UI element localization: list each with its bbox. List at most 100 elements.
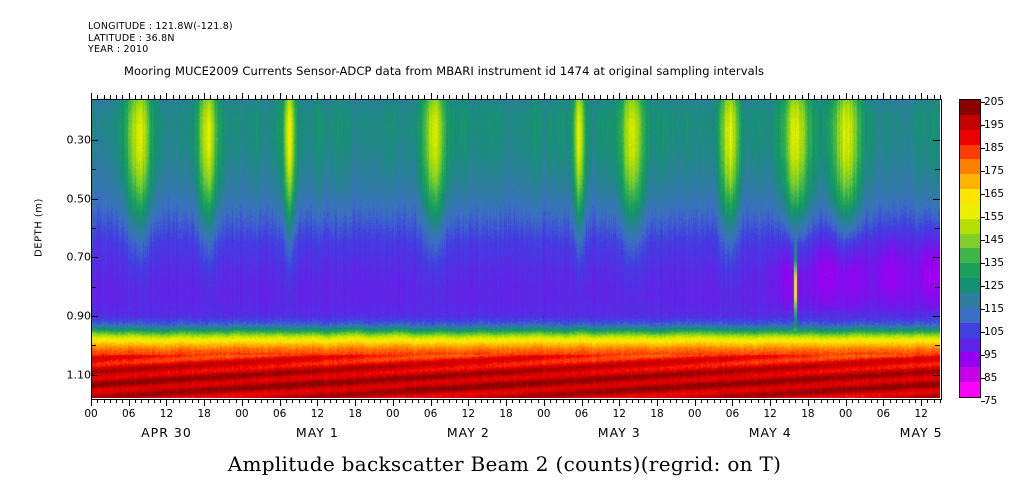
x-tick-mark-top: [707, 95, 709, 99]
y-tick-label: 0.70: [66, 250, 92, 264]
x-tick-mark-top: [424, 95, 426, 99]
x-tick-mark-top: [839, 95, 841, 99]
x-tick-mark-top: [568, 95, 570, 99]
x-tick-mark: [204, 399, 206, 406]
x-tick-mark-top: [644, 95, 646, 99]
y-tick-mark: [91, 315, 98, 317]
x-minor-tick: [179, 399, 181, 403]
x-tick-mark-top: [701, 95, 703, 99]
x-tick-mark-top: [279, 93, 281, 99]
x-tick-mark-top: [587, 95, 589, 99]
colorbar-tick-label: 195: [984, 119, 1005, 131]
x-tick-mark: [770, 399, 772, 406]
x-tick-mark-top: [405, 95, 407, 99]
x-tick-mark-top: [204, 93, 206, 99]
colorbar-swatch: [960, 278, 980, 293]
x-minor-tick: [531, 399, 533, 403]
x-minor-tick: [550, 399, 552, 403]
x-tick-mark-top: [210, 95, 212, 99]
x-tick-mark-top: [845, 93, 847, 99]
x-tick-mark-top: [669, 95, 671, 99]
y-minor-tick: [91, 345, 96, 347]
colorbar-tick-label: 115: [984, 303, 1005, 315]
x-minor-tick: [858, 399, 860, 403]
x-tick-mark-top: [612, 95, 614, 99]
x-minor-tick: [820, 399, 822, 403]
x-minor-tick: [562, 399, 564, 403]
x-tick-mark-top: [103, 95, 105, 99]
x-minor-tick: [801, 399, 803, 403]
x-tick-mark-top: [801, 95, 803, 99]
x-tick-mark-top: [141, 95, 143, 99]
x-tick-label: 12: [159, 408, 174, 420]
colorbar-tick-label: 85: [984, 372, 998, 384]
x-minor-tick: [235, 399, 237, 403]
x-tick-mark-top: [197, 95, 199, 99]
x-minor-tick: [292, 399, 294, 403]
x-minor-tick: [386, 399, 388, 403]
x-minor-tick: [908, 399, 910, 403]
x-tick-mark-top: [248, 95, 250, 99]
x-tick-mark-top: [524, 95, 526, 99]
x-tick-mark-top: [323, 95, 325, 99]
x-tick-mark-top: [229, 95, 231, 99]
x-minor-tick: [688, 399, 690, 403]
x-minor-tick: [940, 399, 941, 403]
x-minor-tick: [763, 399, 765, 403]
x-tick-mark-top: [719, 95, 721, 99]
x-tick-mark-top: [864, 95, 866, 99]
colorbar-swatch: [960, 159, 980, 175]
x-tick-label: 06: [574, 408, 589, 420]
y-tick-mark: [91, 198, 98, 200]
x-tick-mark: [430, 399, 432, 406]
x-minor-tick: [914, 399, 916, 403]
x-minor-tick: [418, 399, 420, 403]
x-minor-tick: [172, 399, 174, 403]
x-minor-tick: [851, 399, 853, 403]
y-tick-label: 1.10: [66, 368, 92, 382]
x-minor-tick: [631, 399, 633, 403]
x-minor-tick: [260, 399, 262, 403]
x-minor-tick: [625, 399, 627, 403]
x-tick-mark-top: [336, 95, 338, 99]
x-minor-tick: [135, 399, 137, 403]
colorbar-tick-label: 205: [984, 96, 1005, 108]
colorbar-swatch: [960, 233, 980, 249]
x-tick-mark-top: [921, 93, 923, 99]
x-tick-mark: [694, 399, 696, 406]
x-tick-mark-top: [241, 93, 243, 99]
x-tick-mark-top: [795, 95, 797, 99]
x-minor-tick: [229, 399, 231, 403]
x-tick-mark: [657, 399, 658, 406]
x-tick-mark-top: [826, 95, 828, 99]
x-tick-mark-top: [543, 93, 545, 99]
y-tick-label: 0.30: [66, 133, 92, 147]
x-minor-tick: [927, 399, 929, 403]
x-tick-mark-top: [562, 95, 564, 99]
x-minor-tick: [424, 399, 426, 403]
x-tick-mark-top: [191, 95, 193, 99]
x-tick-label: 18: [801, 408, 815, 420]
x-tick-mark-top: [914, 95, 916, 99]
colorbar-swatch: [960, 114, 980, 130]
x-tick-mark-top: [657, 93, 658, 99]
x-tick-mark-top: [443, 95, 445, 99]
x-minor-tick: [675, 399, 677, 403]
x-tick-mark-top: [940, 95, 941, 99]
x-minor-tick: [889, 399, 891, 403]
x-tick-mark-top: [122, 95, 124, 99]
colorbar-swatch: [960, 292, 980, 308]
x-tick-mark-top: [770, 93, 772, 99]
x-tick-mark-top: [179, 95, 181, 99]
x-tick-mark-top: [455, 95, 457, 99]
x-minor-tick: [474, 399, 476, 403]
x-minor-tick: [870, 399, 872, 403]
colorbar-swatch: [960, 263, 980, 279]
x-tick-mark: [317, 399, 319, 406]
x-tick-mark-top: [870, 95, 872, 99]
x-tick-mark-top: [927, 95, 929, 99]
x-tick-mark-top: [776, 95, 778, 99]
x-tick-label: 06: [725, 408, 740, 420]
x-tick-mark-top: [763, 95, 765, 99]
x-minor-tick: [512, 399, 514, 403]
